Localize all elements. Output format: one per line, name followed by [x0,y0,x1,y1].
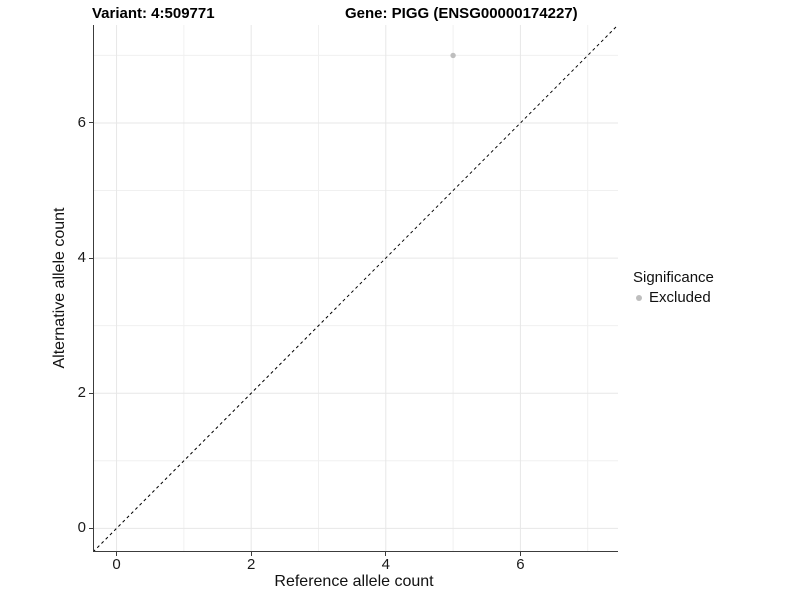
x-tick-mark [250,552,252,556]
y-tick-mark [89,392,93,394]
y-tick-label: 2 [77,384,86,402]
y-tick-mark [89,257,93,259]
y-tick-label: 6 [77,113,86,131]
identity-line [93,25,618,552]
x-tick-mark [385,552,387,556]
y-tick-mark [89,122,93,124]
x-tick-mark [116,552,118,556]
data-point [450,52,456,59]
x-axis-label: Reference allele count [274,573,434,590]
y-tick-label: 0 [77,519,86,537]
plot-panel [93,25,618,552]
x-tick-label: 4 [381,556,390,573]
y-tick-mark [89,527,93,529]
y-axis-label: Alternative allele count [51,207,68,369]
legend-entry: Excluded [633,288,714,307]
x-tick-label: 2 [247,556,256,573]
legend-entry-label: Excluded [649,289,711,306]
x-tick-mark [519,552,521,556]
x-tick-label: 0 [112,556,121,573]
y-tick-label: 4 [77,249,86,267]
legend-title: Significance [633,269,714,286]
legend-point-icon [636,294,642,301]
plot-title-variant: Variant: 4:509771 [92,5,215,22]
x-tick-label: 6 [516,556,525,573]
legend: Significance Excluded [633,268,714,307]
plot-title-gene: Gene: PIGG (ENSG00000174227) [345,5,578,22]
